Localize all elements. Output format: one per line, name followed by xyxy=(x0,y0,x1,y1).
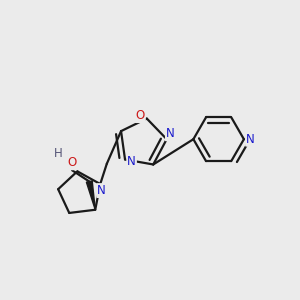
Polygon shape xyxy=(86,181,95,210)
Text: N: N xyxy=(166,127,175,140)
Text: N: N xyxy=(127,155,136,168)
Text: O: O xyxy=(68,156,77,169)
Text: H: H xyxy=(53,147,62,161)
Text: N: N xyxy=(246,133,255,146)
Text: O: O xyxy=(136,109,145,122)
Text: N: N xyxy=(98,184,106,197)
